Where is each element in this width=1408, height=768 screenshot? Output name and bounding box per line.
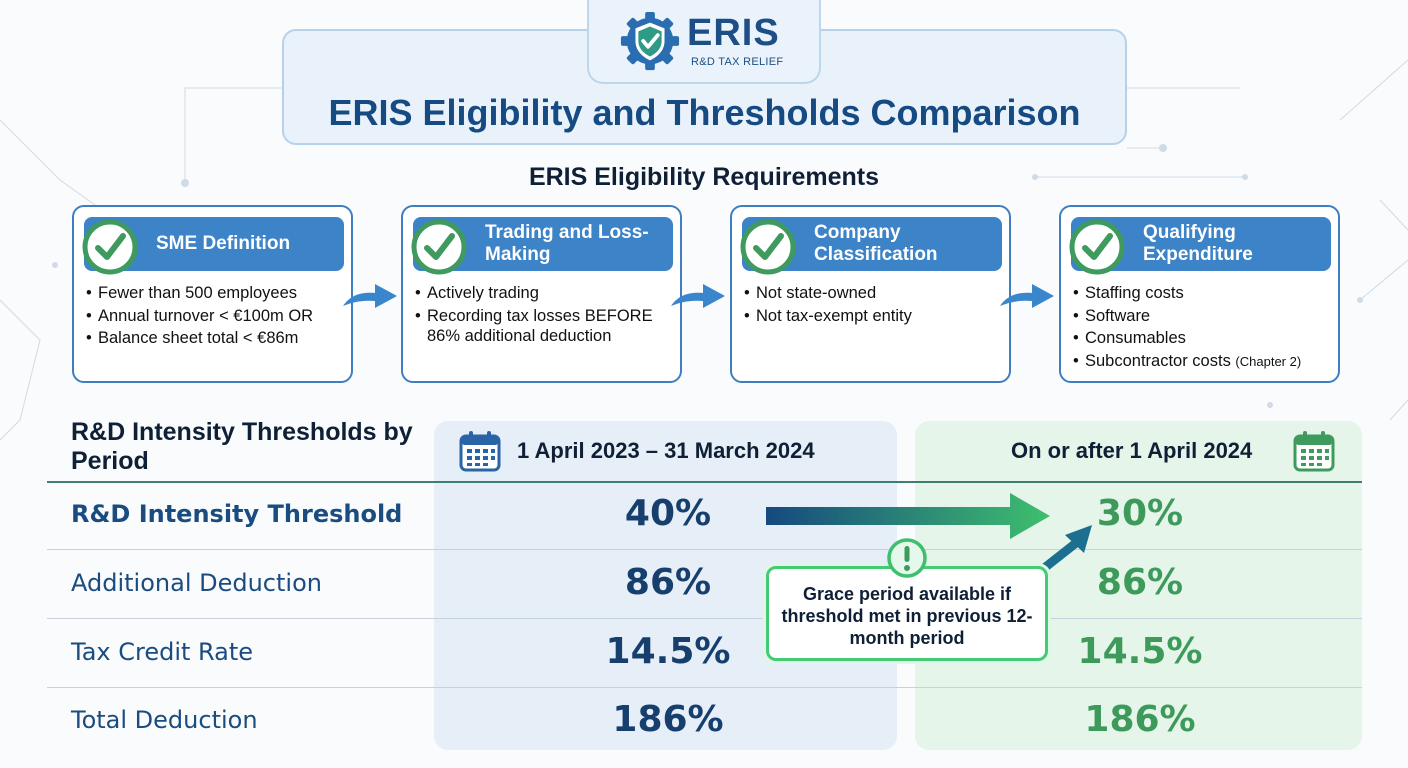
grace-period-note: Grace period available if threshold met …: [766, 566, 1048, 661]
check-circle-icon: [411, 219, 467, 275]
card-criteria-list: Staffing costs Software Consumables Subc…: [1073, 283, 1335, 374]
list-item: Not tax-exempt entity: [744, 306, 1006, 326]
check-circle-icon: [1069, 219, 1125, 275]
card-trading-loss-making: Trading and Loss-Making Actively trading…: [401, 205, 682, 383]
card-title: Qualifying Expenditure: [1143, 222, 1253, 265]
row-label-additional-deduction: Additional Deduction: [71, 569, 322, 597]
list-item: Consumables: [1073, 328, 1335, 348]
eligibility-heading: ERIS Eligibility Requirements: [528, 163, 880, 191]
card-company-classification: Company Classification Not state-owned N…: [730, 205, 1011, 383]
logo: ERIS R&D TAX RELIEF: [587, 0, 821, 84]
card-qualifying-expenditure: Qualifying Expenditure Staffing costs So…: [1059, 205, 1340, 383]
card-title: SME Definition: [156, 233, 291, 254]
list-item: Software: [1073, 306, 1335, 326]
list-item: Fewer than 500 employees: [86, 283, 348, 303]
arrow-right-icon: [671, 284, 725, 308]
card-criteria-list: Not state-owned Not tax-exempt entity: [744, 283, 1006, 328]
logo-wordmark: ERIS: [687, 12, 780, 54]
check-circle-icon: [740, 219, 796, 275]
value-2024-intensity: 30%: [1096, 493, 1184, 534]
logo-tagline: R&D TAX RELIEF: [691, 56, 784, 68]
table-header-divider: [47, 481, 1362, 483]
list-item-text: Subcontractor costs: [1085, 351, 1231, 370]
check-circle-icon: [82, 219, 138, 275]
card-title: Trading and Loss-Making: [485, 222, 649, 265]
value-2023-additional-deduction: 86%: [624, 562, 712, 603]
card-criteria-list: Actively trading Recording tax losses BE…: [415, 283, 677, 348]
card-sme-definition: SME Definition Fewer than 500 employees …: [72, 205, 353, 383]
row-divider: [47, 687, 1362, 688]
value-2023-tax-credit: 14.5%: [605, 631, 731, 672]
list-item: Staffing costs: [1073, 283, 1335, 303]
exclamation-icon: [887, 538, 927, 578]
arrow-right-icon: [343, 284, 397, 308]
value-2023-total-deduction: 186%: [612, 699, 724, 740]
list-item: Annual turnover < €100m OR: [86, 306, 348, 326]
row-label-intensity-threshold: R&D Intensity Threshold: [71, 500, 403, 528]
calendar-icon: [1293, 431, 1335, 472]
row-label-total-deduction: Total Deduction: [71, 706, 258, 734]
list-item: Actively trading: [415, 283, 677, 303]
list-item: Recording tax losses BEFORE 86% addition…: [415, 306, 677, 346]
row-divider: [47, 618, 1362, 619]
row-label-tax-credit-rate: Tax Credit Rate: [71, 638, 254, 666]
value-2024-tax-credit: 14.5%: [1077, 631, 1203, 672]
value-2024-additional-deduction: 86%: [1096, 562, 1184, 603]
card-criteria-list: Fewer than 500 employees Annual turnover…: [86, 283, 348, 351]
chapter-note: (Chapter 2): [1235, 353, 1302, 369]
shield-gear-logo-icon: [620, 11, 680, 71]
list-item: Subcontractor costs (Chapter 2): [1073, 351, 1335, 372]
list-item: Not state-owned: [744, 283, 1006, 303]
page-title: ERIS Eligibility and Thresholds Comparis…: [328, 92, 1081, 133]
trend-arrow-icon: [766, 493, 1092, 574]
row-divider: [47, 549, 1362, 550]
list-item: Balance sheet total < €86m: [86, 328, 348, 348]
arrow-right-icon: [1000, 284, 1054, 308]
calendar-icon: [459, 431, 501, 472]
period-2023-label: 1 April 2023 – 31 March 2024: [517, 438, 815, 463]
value-2024-total-deduction: 186%: [1084, 699, 1196, 740]
thresholds-heading: R&D Intensity Thresholds by Period: [71, 418, 413, 475]
card-title: Company Classification: [814, 222, 938, 265]
value-2023-intensity: 40%: [624, 493, 712, 534]
period-2024-label: On or after 1 April 2024: [1011, 438, 1253, 463]
